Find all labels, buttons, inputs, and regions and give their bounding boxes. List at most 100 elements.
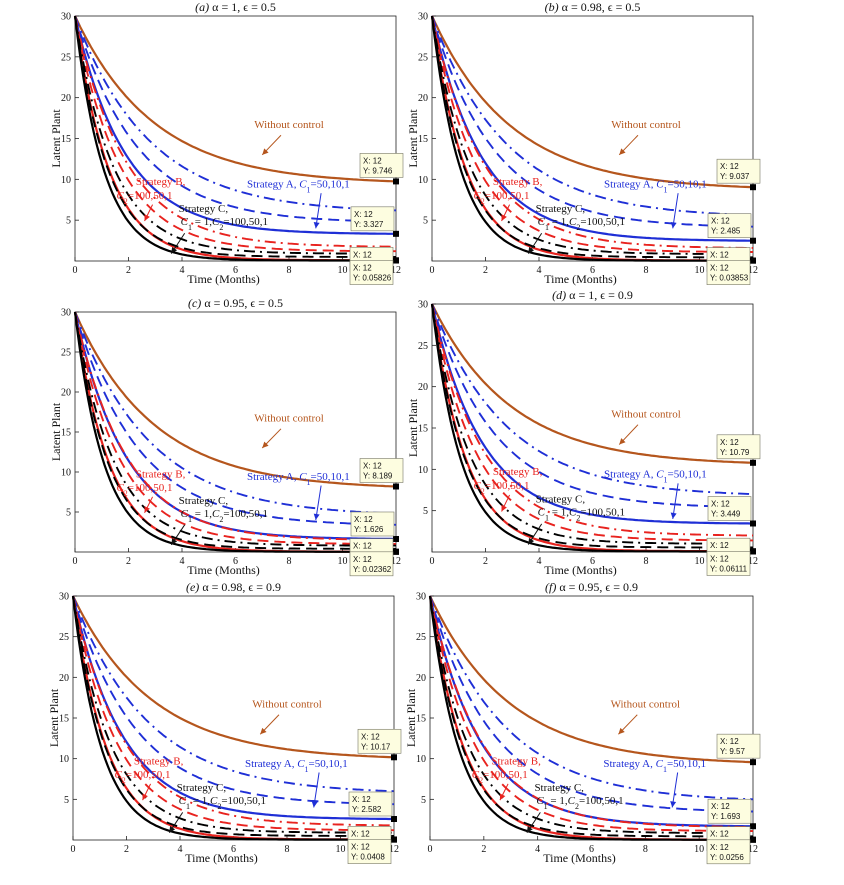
datatip-marker[interactable]	[750, 184, 756, 191]
label-strategy-a: Strategy A, C1=50,10,1	[247, 179, 350, 195]
datatip-marker[interactable]	[750, 237, 756, 244]
datatip[interactable]: X: 12Y: 9.037	[716, 158, 761, 184]
x-tick-label: 4	[537, 556, 542, 567]
datatip-marker[interactable]	[750, 548, 756, 555]
arrow-without-control	[618, 134, 639, 156]
datatip[interactable]: X: 12Y: 10.17	[357, 728, 402, 754]
datatip[interactable]: X: 12Y: 9.57	[716, 733, 761, 759]
x-tick-label: 0	[73, 265, 78, 276]
datatip-marker[interactable]	[750, 759, 756, 766]
series-without	[74, 15, 397, 183]
datatip[interactable]: X: 12Y: 0.02362	[349, 551, 394, 577]
x-tick-label: 12	[748, 844, 758, 855]
datatip[interactable]: X: 12Y: 2.485	[707, 213, 752, 239]
label-without-control: Without control	[611, 698, 681, 710]
datatip-x: X: 12	[352, 795, 371, 804]
datatip[interactable]: X: 12Y: 0.0256	[706, 839, 751, 865]
datatip-marker[interactable]	[750, 459, 756, 466]
panel-title: (a) α = 1, ϵ = 0.5	[195, 0, 276, 14]
datatip[interactable]: X: 12Y: 1.626	[350, 511, 395, 537]
datatip[interactable]: X: 12Y: 0.06111	[706, 551, 751, 576]
x-tick-label: 0	[430, 265, 435, 276]
arrow-without-control	[261, 134, 282, 156]
y-tick-label: 5	[66, 508, 71, 519]
series-b-dashdot	[74, 311, 396, 541]
y-tick-label: 30	[61, 308, 71, 319]
datatip-x: X: 12	[720, 438, 739, 447]
datatip-marker[interactable]	[750, 257, 756, 264]
datatip-marker[interactable]	[393, 548, 399, 555]
y-tick-label: 25	[59, 632, 69, 643]
series-a-dash	[72, 595, 394, 806]
datatip-x: X: 12	[363, 156, 382, 165]
datatip-marker[interactable]	[391, 815, 397, 822]
datatip[interactable]: X: 12Y: 1.693	[707, 798, 752, 824]
label-strategy-c-params: C1 = 1,C2=100,50,1	[181, 508, 268, 524]
y-tick-label: 10	[416, 754, 426, 765]
y-tick-label: 15	[416, 714, 426, 725]
datatip-marker[interactable]	[750, 520, 756, 527]
y-tick-label: 20	[61, 388, 71, 399]
series-without	[429, 595, 754, 764]
datatip[interactable]: X: 12Y: 8.189	[359, 458, 404, 483]
datatip-marker[interactable]	[393, 178, 399, 185]
datatip-marker[interactable]	[393, 230, 399, 237]
y-tick-label: 5	[64, 795, 69, 806]
x-tick-label: 12	[391, 556, 401, 567]
panel-title: (c) α = 0.95, ϵ = 0.5	[188, 296, 283, 310]
y-tick-label: 15	[418, 424, 428, 435]
datatip[interactable]: X: 12Y: 9.746	[359, 153, 404, 178]
panel-d: (d) α = 1, ϵ = 0.9 0 2 4 6 8 10 12 5 10 15 20 25 30 Ti…	[406, 288, 761, 577]
datatip-marker[interactable]	[393, 535, 399, 542]
x-axis-label: Time (Months)	[543, 851, 616, 865]
label-strategy-c-params: C1 = 1,C2=100,50,1	[538, 216, 625, 232]
series-a-dash	[74, 15, 397, 223]
series-without	[73, 311, 397, 488]
datatip-marker[interactable]	[393, 257, 399, 264]
series-a-dashdot	[431, 303, 754, 496]
series-c-solid	[73, 15, 396, 262]
datatip[interactable]: X: 12Y: 3.327	[350, 206, 395, 232]
x-tick-label: 4	[180, 556, 185, 567]
arrow-strategy-b	[142, 783, 152, 801]
y-tick-label: 20	[418, 93, 428, 104]
datatip-marker[interactable]	[391, 754, 397, 761]
datatip-marker[interactable]	[393, 483, 399, 490]
datatip[interactable]: X: 12Y: 0.05826	[349, 260, 394, 285]
datatip-x: X: 12	[711, 499, 730, 508]
datatip[interactable]: X: 12Y: 0.03853	[706, 260, 751, 285]
x-tick-label: 10	[695, 556, 705, 567]
series-c-solid	[430, 15, 753, 262]
arrow-strategy-c	[170, 524, 186, 546]
x-tick-label: 4	[535, 844, 540, 855]
y-tick-label: 15	[418, 134, 428, 145]
y-axis-label: Latent Plant	[49, 109, 63, 168]
series-c-solid	[71, 595, 394, 841]
y-tick-label: 10	[418, 465, 428, 476]
datatip-x: X: 12	[351, 843, 370, 852]
datatip[interactable]: X: 12Y: 10.79	[716, 434, 761, 460]
x-tick-label: 6	[231, 844, 236, 855]
arrow-strategy-a	[670, 193, 679, 229]
series-a-solid	[430, 15, 753, 242]
series-b-dash	[72, 595, 394, 832]
datatip-marker[interactable]	[750, 836, 756, 843]
datatip[interactable]: X: 12Y: 0.0408	[347, 839, 392, 864]
datatip[interactable]: X: 12Y: 3.449	[707, 496, 752, 521]
datatip[interactable]: X: 12Y: 2.582	[348, 791, 393, 817]
datatip-y: Y: 9.746	[363, 166, 393, 175]
y-tick-label: 25	[416, 632, 426, 643]
label-strategy-b: Strategy B,	[493, 466, 543, 478]
datatip-y: Y: 0.0408	[351, 853, 385, 862]
label-without-control: Without control	[254, 119, 324, 131]
x-tick-label: 10	[694, 844, 704, 855]
label-strategy-c: Strategy C,	[534, 782, 584, 794]
datatip-y: Y: 0.05826	[353, 274, 392, 283]
datatip-marker[interactable]	[750, 823, 756, 830]
datatip-x: X: 12	[353, 264, 372, 273]
series-lines	[428, 595, 754, 841]
x-tick-label: 4	[178, 844, 183, 855]
x-tick-label: 10	[336, 844, 346, 855]
datatip-marker[interactable]	[391, 836, 397, 843]
label-strategy-a: Strategy A, C1=50,10,1	[603, 758, 706, 774]
